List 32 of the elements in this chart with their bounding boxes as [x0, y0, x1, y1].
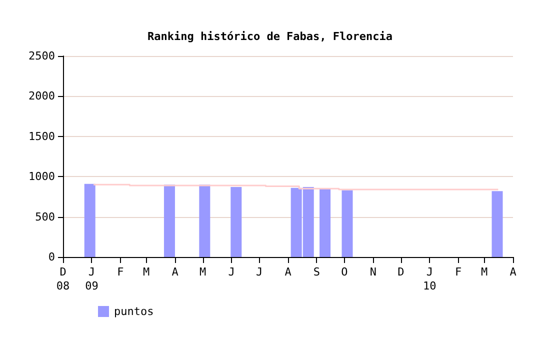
bar — [164, 184, 175, 257]
x-tick-label: F — [117, 266, 124, 278]
x-tick-label: M — [480, 266, 488, 278]
bar — [230, 187, 242, 257]
y-tick-label: 500 — [35, 210, 55, 224]
bar — [492, 191, 503, 257]
chart-title: Ranking histórico de Fabas, Florencia — [147, 30, 393, 43]
x-tick-label: M — [200, 266, 206, 278]
x-tick-label: J — [228, 266, 235, 278]
bar — [320, 188, 331, 257]
x-tick-label: O — [341, 266, 348, 278]
x-tick-label: N — [370, 266, 376, 278]
x-tick-label: J — [256, 266, 263, 278]
y-tick-label: 1000 — [28, 170, 55, 184]
x-tick-label: A — [172, 266, 179, 278]
bar — [199, 184, 210, 257]
x-tick-label: M — [143, 266, 150, 278]
y-tick-label: 0 — [48, 250, 55, 264]
x-tick-label: J 09 — [85, 266, 98, 292]
x-tick-label: J 10 — [423, 266, 436, 292]
x-tick-label: A — [284, 266, 292, 278]
x-tick-label: D 08 — [56, 266, 70, 292]
legend-label: puntos — [114, 305, 154, 318]
y-tick-label: 1500 — [28, 130, 55, 143]
y-tick-label: 2500 — [28, 50, 55, 62]
y-tick-label: 2000 — [28, 90, 55, 103]
bar — [342, 190, 353, 257]
x-tick-label: S — [313, 266, 320, 278]
x-tick-label: F — [455, 266, 462, 278]
x-tick-label: D — [398, 266, 404, 278]
bar — [84, 184, 96, 257]
x-tick-label: A — [510, 266, 517, 278]
